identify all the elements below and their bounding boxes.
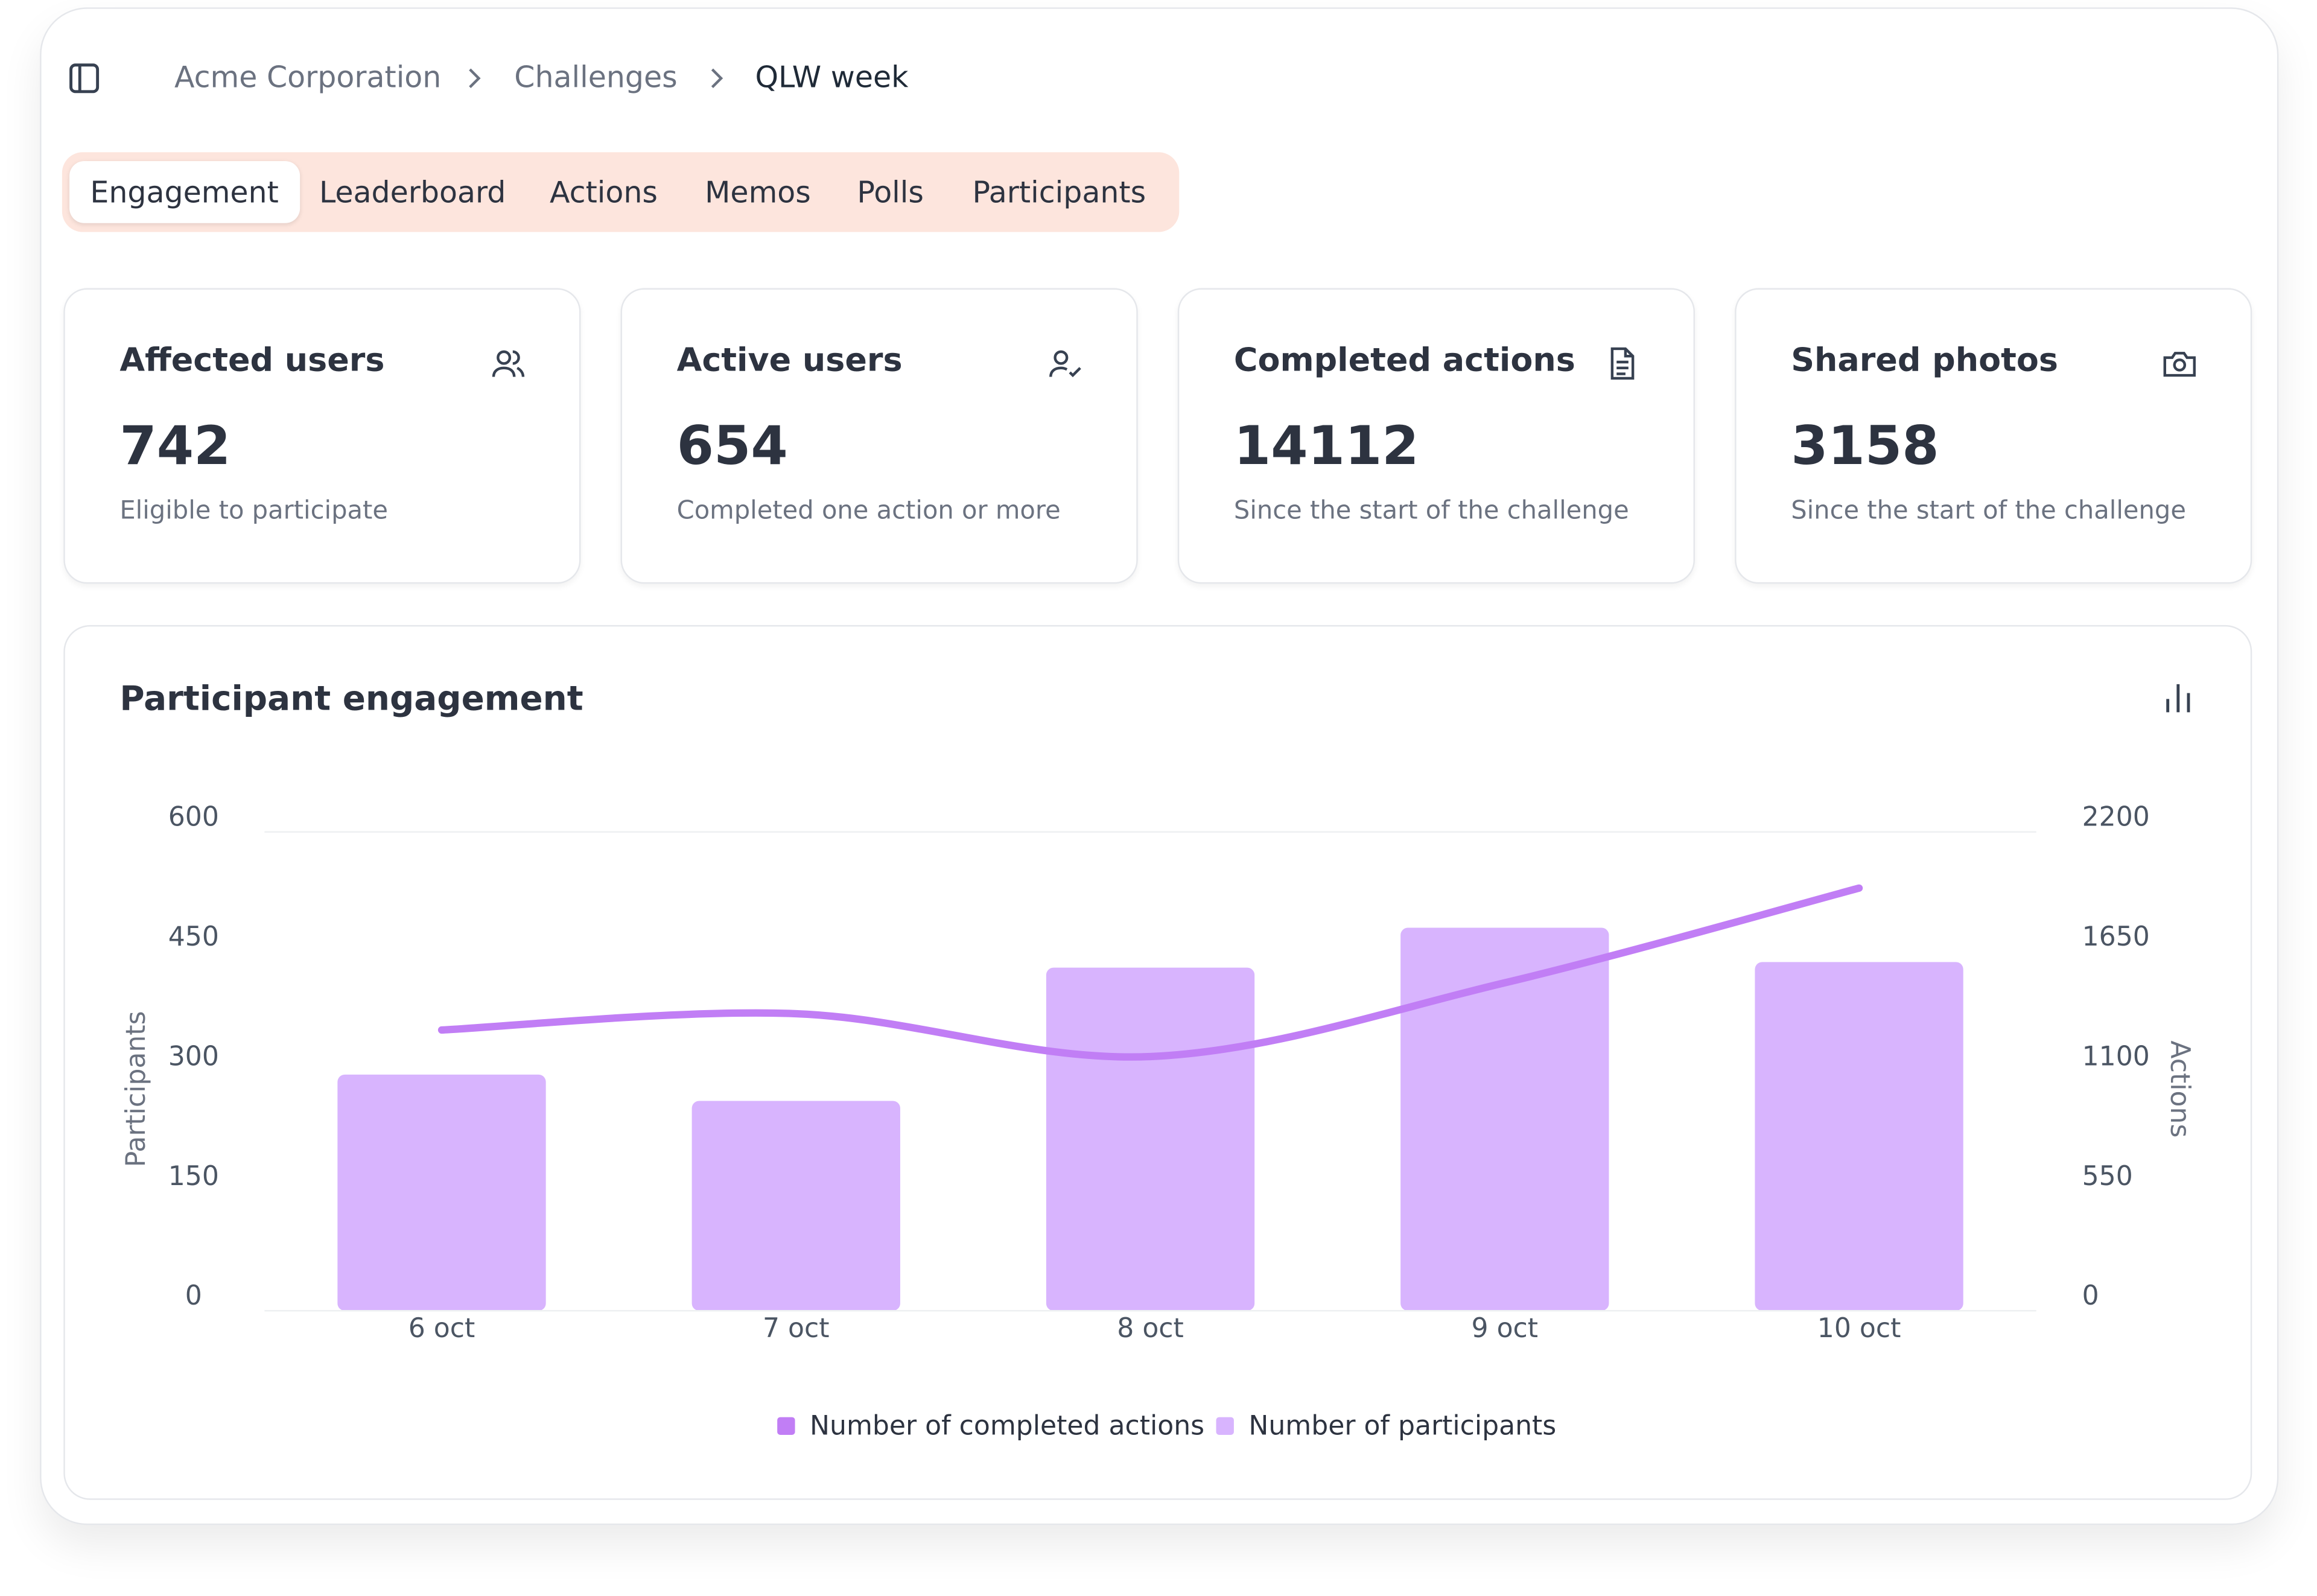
stat-value: 14112 [1233, 416, 1419, 478]
stat-card: Affected users 742 Eligible to participa… [63, 288, 581, 584]
x-tick-label: 6 oct [408, 1313, 475, 1344]
stat-value: 654 [676, 416, 788, 478]
tab[interactable]: Polls [857, 174, 924, 210]
tab[interactable]: Actions [550, 174, 658, 210]
bar [1755, 962, 1963, 1311]
bar [337, 1074, 546, 1311]
x-tick-label: 10 oct [1817, 1313, 1901, 1344]
stat-caption: Since the start of the challenge [1791, 496, 2186, 526]
y-tick-label: 300 [168, 1041, 219, 1072]
y-tick-label: 150 [168, 1161, 219, 1192]
bar [1046, 967, 1255, 1311]
stat-title: Active users [676, 343, 903, 380]
stat-value: 3158 [1791, 416, 1939, 478]
user-check-icon [1049, 350, 1081, 378]
y2-axis-title: Actions [2164, 1040, 2195, 1137]
y2-tick-label: 550 [2082, 1161, 2133, 1192]
breadcrumb-current: QLW week [755, 59, 909, 95]
stat-title: Completed actions [1233, 343, 1575, 380]
tab-bar: Engagement Leaderboard Actions Memos Polls Pa… [62, 152, 1180, 232]
line [437, 884, 1863, 1061]
x-tick-label: 9 oct [1472, 1313, 1539, 1344]
stat-title: Affected users [119, 343, 385, 380]
tab[interactable]: Leaderboard [319, 174, 506, 210]
y2-tick-label: 2200 [2082, 802, 2150, 833]
y-tick-label: 0 [185, 1280, 202, 1311]
stat-card: Completed actions 14112 Since the start … [1177, 288, 1696, 584]
stat-value: 742 [119, 416, 231, 478]
x-tick-label: 7 oct [763, 1313, 830, 1344]
breadcrumb-item[interactable]: Challenges [514, 59, 678, 95]
legend-swatch [1216, 1417, 1234, 1435]
stat-caption: Completed one action or more [676, 496, 1061, 526]
stat-title: Shared photos [1791, 343, 2058, 380]
legend-label: Number of completed actions [810, 1411, 1204, 1442]
bar [691, 1101, 900, 1311]
document-icon [1610, 347, 1635, 380]
bar [1400, 927, 1609, 1311]
chevron [711, 68, 723, 89]
chevron [469, 68, 481, 89]
chart-title: Participant engagement [119, 679, 583, 718]
stat-caption: Since the start of the challenge [1233, 496, 1629, 526]
y-axis-title: Participants [121, 1011, 151, 1167]
tab[interactable]: Memos [705, 174, 811, 210]
tab[interactable]: Participants [972, 174, 1146, 210]
sidebar-toggle[interactable] [68, 62, 101, 95]
y-tick-label: 450 [168, 921, 219, 952]
stat-card: Active users 654 Completed one action or… [620, 288, 1138, 584]
camera-icon [2163, 352, 2196, 377]
y2-tick-label: 1650 [2082, 921, 2150, 952]
users-icon [492, 350, 525, 377]
stat-caption: Eligible to participate [119, 496, 388, 526]
breadcrumb-item[interactable]: Acme Corporation [174, 59, 442, 95]
x-tick-label: 8 oct [1117, 1313, 1184, 1344]
y-tick-label: 600 [168, 802, 219, 833]
legend-swatch [777, 1417, 795, 1435]
tab[interactable]: Engagement [69, 161, 300, 223]
legend-label: Number of participants [1248, 1411, 1556, 1442]
stat-card: Shared photos 3158 Since the start of th… [1735, 288, 2252, 584]
y2-tick-label: 0 [2082, 1280, 2099, 1311]
chart-type-icon[interactable] [2166, 684, 2190, 713]
y2-tick-label: 1100 [2082, 1041, 2150, 1072]
